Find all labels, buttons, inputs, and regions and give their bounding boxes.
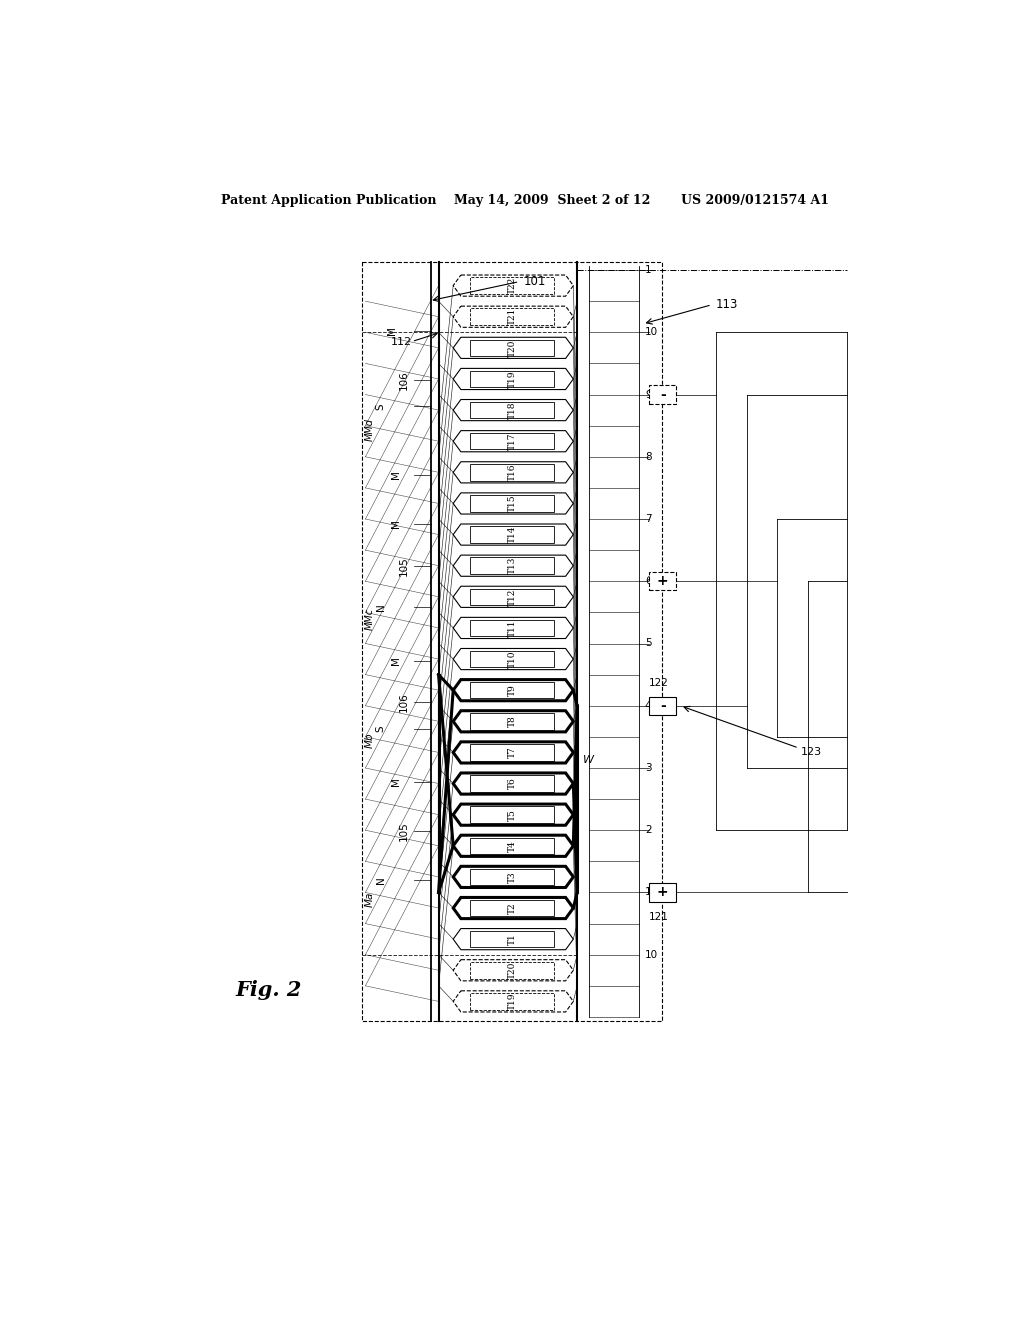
Text: T22: T22: [508, 277, 516, 294]
Bar: [470, 589, 554, 605]
Text: T20: T20: [508, 339, 516, 356]
Bar: [470, 962, 554, 978]
Text: 6: 6: [645, 577, 651, 586]
Text: T15: T15: [508, 495, 516, 512]
Text: 112: 112: [390, 337, 412, 347]
Text: Patent Application Publication    May 14, 2009  Sheet 2 of 12       US 2009/0121: Patent Application Publication May 14, 2…: [221, 194, 828, 207]
Text: M: M: [391, 777, 401, 787]
Bar: [470, 744, 554, 760]
Bar: [470, 465, 554, 480]
Text: 121: 121: [649, 912, 669, 923]
Text: 101: 101: [523, 275, 546, 288]
Text: MMc: MMc: [365, 607, 374, 630]
Text: T11: T11: [508, 619, 516, 636]
Text: 106: 106: [399, 693, 409, 711]
Bar: [470, 682, 554, 698]
Text: Ma: Ma: [365, 892, 374, 907]
Text: 105: 105: [399, 821, 409, 841]
Text: T1: T1: [508, 933, 516, 945]
Bar: [470, 309, 554, 325]
Text: T21: T21: [508, 308, 516, 326]
Text: M: M: [387, 326, 397, 335]
Text: -: -: [659, 388, 666, 401]
Text: S: S: [376, 403, 386, 409]
Text: M: M: [391, 520, 401, 528]
Text: T4: T4: [508, 840, 516, 851]
Text: 122: 122: [649, 678, 669, 689]
Bar: [649, 572, 677, 590]
Bar: [470, 401, 554, 418]
Bar: [470, 557, 554, 574]
Text: T10: T10: [508, 651, 516, 668]
Text: 113: 113: [716, 298, 738, 312]
Text: 123: 123: [801, 747, 821, 756]
Text: 10: 10: [645, 949, 658, 960]
Bar: [470, 371, 554, 387]
Text: 2: 2: [645, 825, 651, 836]
Bar: [649, 385, 677, 404]
Text: T13: T13: [508, 557, 516, 574]
Text: 1: 1: [645, 887, 651, 898]
Bar: [649, 697, 677, 715]
Text: N: N: [376, 603, 386, 611]
Bar: [470, 807, 554, 822]
Text: T19: T19: [508, 993, 516, 1010]
Bar: [470, 339, 554, 356]
Text: M: M: [391, 470, 401, 479]
Text: 7: 7: [645, 513, 651, 524]
Text: T16: T16: [508, 463, 516, 480]
Bar: [470, 619, 554, 636]
Text: W: W: [584, 755, 594, 766]
Text: T14: T14: [508, 525, 516, 544]
Text: T3: T3: [508, 871, 516, 883]
Bar: [470, 433, 554, 450]
Text: M: M: [391, 656, 401, 665]
Text: T8: T8: [508, 715, 516, 727]
Text: 9: 9: [645, 389, 651, 400]
Text: T18: T18: [508, 401, 516, 418]
Text: T5: T5: [508, 809, 516, 821]
Text: -: -: [659, 698, 666, 713]
Text: 4: 4: [645, 701, 651, 710]
Text: Mb: Mb: [365, 733, 374, 748]
Text: MMd: MMd: [365, 417, 374, 441]
Bar: [470, 775, 554, 792]
Text: T2: T2: [508, 902, 516, 913]
Text: 8: 8: [645, 451, 651, 462]
Text: 10: 10: [645, 327, 658, 338]
Bar: [470, 651, 554, 668]
Text: 5: 5: [645, 639, 651, 648]
Text: Fig. 2: Fig. 2: [236, 979, 302, 1001]
Text: 3: 3: [645, 763, 651, 774]
Text: 106: 106: [399, 370, 409, 389]
Bar: [470, 869, 554, 886]
Text: T20: T20: [508, 961, 516, 979]
Text: T12: T12: [508, 589, 516, 606]
Text: +: +: [656, 574, 669, 589]
Bar: [470, 931, 554, 948]
Text: 1: 1: [645, 265, 651, 275]
Text: T9: T9: [508, 684, 516, 696]
Text: S: S: [376, 726, 386, 733]
Text: T19: T19: [508, 370, 516, 388]
Bar: [470, 900, 554, 916]
Bar: [470, 527, 554, 543]
Bar: [470, 713, 554, 730]
Text: T17: T17: [508, 433, 516, 450]
Bar: [470, 993, 554, 1010]
Bar: [470, 837, 554, 854]
Text: +: +: [656, 886, 669, 899]
Text: T7: T7: [508, 747, 516, 758]
Bar: [470, 277, 554, 294]
Text: 105: 105: [399, 556, 409, 576]
Text: N: N: [376, 876, 386, 884]
Bar: [470, 495, 554, 512]
Bar: [649, 883, 677, 902]
Text: T6: T6: [508, 777, 516, 789]
